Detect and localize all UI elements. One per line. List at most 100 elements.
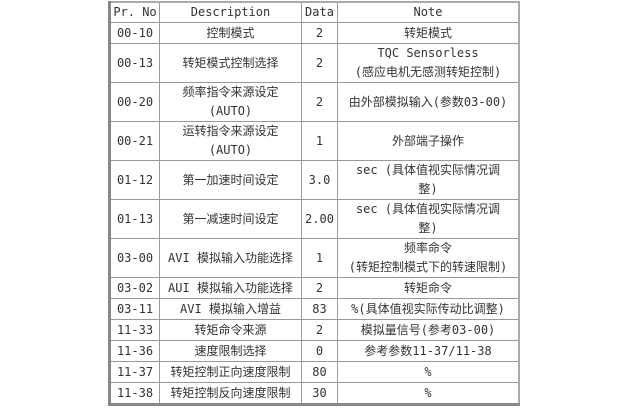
- table-row: 00-10 控制模式 2 转矩模式: [109, 22, 520, 44]
- cell-note-line: sec (具体值视实际情况调: [355, 202, 501, 216]
- cell-note-line: 整): [418, 182, 438, 196]
- cell-description: 转矩控制正向速度限制: [159, 361, 302, 383]
- cell-description: AUI 模拟输入功能选择: [159, 277, 302, 299]
- cell-note: %: [337, 382, 520, 405]
- table-row: 03-11 AVI 模拟输入增益 83 %(具体值视实际传动比调整): [109, 298, 520, 320]
- table-row: 01-13 第一减速时间设定 2.00 sec (具体值视实际情况调 整): [109, 199, 520, 239]
- cell-note-line: %(具体值视实际传动比调整): [351, 301, 505, 316]
- cell-note: sec (具体值视实际情况调 整): [337, 160, 520, 200]
- cell-note: 模拟量信号(参考03-00): [337, 319, 520, 341]
- cell-note: 由外部模拟输入(参数03-00): [337, 82, 520, 122]
- cell-pr-no: 00-10: [109, 22, 160, 44]
- cell-pr-no: 11-38: [109, 382, 160, 405]
- header-note: Note: [337, 1, 520, 23]
- parameter-table: Pr. No Description Data Note 00-10 控制模式 2 转…: [108, 1, 520, 406]
- cell-pr-no: 03-11: [109, 298, 160, 320]
- cell-note: 频率命令 (转矩控制模式下的转速限制): [337, 238, 520, 278]
- cell-note-line: 转矩模式: [403, 25, 452, 40]
- cell-description: 转矩控制反向速度限制: [159, 382, 302, 405]
- cell-note-line: 模拟量信号(参考03-00): [360, 322, 496, 337]
- cell-note-line: TQC Sensorless: [377, 46, 479, 60]
- cell-note: 外部端子操作: [337, 121, 520, 161]
- header-row: Pr. No Description Data Note: [109, 1, 520, 23]
- cell-description-line: 转矩模式控制选择: [182, 55, 279, 70]
- table-row: 03-02 AUI 模拟输入功能选择 2 转矩命令: [109, 277, 520, 299]
- cell-pr-no: 00-21: [109, 121, 160, 161]
- table-row: 01-12 第一加速时间设定 3.0 sec (具体值视实际情况调 整): [109, 160, 520, 200]
- cell-data: 30: [301, 382, 338, 405]
- cell-description-line: 转矩控制反向速度限制: [170, 385, 291, 400]
- cell-description: 控制模式: [159, 22, 302, 44]
- cell-data: 2: [301, 22, 338, 44]
- cell-pr-no: 00-20: [109, 82, 160, 122]
- table-row: 00-20 频率指令来源设定 (AUTO) 2 由外部模拟输入(参数03-00): [109, 82, 520, 122]
- cell-description: 第一加速时间设定: [159, 160, 302, 200]
- cell-pr-no: 11-36: [109, 340, 160, 362]
- cell-description-line: 运转指令来源设定: [182, 124, 279, 138]
- header-description: Description: [159, 1, 302, 23]
- cell-pr-no: 11-33: [109, 319, 160, 341]
- cell-pr-no: 01-12: [109, 160, 160, 200]
- cell-description-line: 速度限制选择: [194, 343, 267, 358]
- cell-note: %(具体值视实际传动比调整): [337, 298, 520, 320]
- cell-pr-no: 03-00: [109, 238, 160, 278]
- cell-description-line: AUI 模拟输入功能选择: [168, 280, 293, 295]
- cell-description: 速度限制选择: [159, 340, 302, 362]
- cell-note-line: 外部端子操作: [391, 133, 464, 148]
- cell-description: 运转指令来源设定 (AUTO): [159, 121, 302, 161]
- cell-description: AVI 模拟输入增益: [159, 298, 302, 320]
- cell-pr-no: 03-02: [109, 277, 160, 299]
- table-row: 11-37 转矩控制正向速度限制 80%: [109, 361, 520, 383]
- cell-note-line: 整): [418, 221, 438, 235]
- cell-data: 2: [301, 43, 338, 83]
- cell-data: 2: [301, 319, 338, 341]
- cell-note-line: (感应电机无感测转矩控制): [354, 65, 502, 79]
- cell-description: 频率指令来源设定 (AUTO): [159, 82, 302, 122]
- cell-description-line: AVI 模拟输入功能选择: [168, 250, 293, 265]
- cell-note-line: %: [424, 385, 432, 400]
- cell-description-line: 第一减速时间设定: [182, 211, 279, 226]
- cell-data: 3.0: [301, 160, 338, 200]
- table-row: 00-21 运转指令来源设定 (AUTO) 1 外部端子操作: [109, 121, 520, 161]
- cell-note: 参考参数11-37/11-38: [337, 340, 520, 362]
- cell-pr-no: 00-13: [109, 43, 160, 83]
- cell-data: 1: [301, 121, 338, 161]
- header-pr-no: Pr. No: [109, 1, 160, 23]
- cell-data: 1: [301, 238, 338, 278]
- cell-description-line: (AUTO): [208, 104, 253, 118]
- cell-pr-no: 11-37: [109, 361, 160, 383]
- cell-data: 2: [301, 277, 338, 299]
- header-data: Data: [301, 1, 338, 23]
- cell-pr-no: 01-13: [109, 199, 160, 239]
- table-row: 03-00 AVI 模拟输入功能选择 1 频率命令 (转矩控制模式下的转速限制): [109, 238, 520, 278]
- cell-note: 转矩模式: [337, 22, 520, 44]
- cell-data: 83: [301, 298, 338, 320]
- table-row: 11-33 转矩命令来源 2 模拟量信号(参考03-00): [109, 319, 520, 341]
- cell-description-line: 转矩控制正向速度限制: [170, 364, 291, 379]
- cell-description-line: 频率指令来源设定: [182, 85, 279, 99]
- cell-description: AVI 模拟输入功能选择: [159, 238, 302, 278]
- cell-data: 2: [301, 82, 338, 122]
- cell-description-line: AVI 模拟输入增益: [180, 301, 281, 316]
- cell-description: 转矩命令来源: [159, 319, 302, 341]
- cell-note-line: %: [424, 364, 432, 379]
- cell-note-line: 转矩命令: [403, 280, 452, 295]
- cell-note: TQC Sensorless (感应电机无感测转矩控制): [337, 43, 520, 83]
- table-row: 11-38 转矩控制反向速度限制 30%: [109, 382, 520, 405]
- cell-note: %: [337, 361, 520, 383]
- cell-description-line: 第一加速时间设定: [182, 172, 279, 187]
- cell-data: 0: [301, 340, 338, 362]
- cell-description: 转矩模式控制选择: [159, 43, 302, 83]
- cell-note: sec (具体值视实际情况调 整): [337, 199, 520, 239]
- cell-note: 转矩命令: [337, 277, 520, 299]
- table-row: 11-36 速度限制选择 0 参考参数11-37/11-38: [109, 340, 520, 362]
- table-row: 00-13 转矩模式控制选择 2 TQC Sensorless (感应电机无感测转矩控制…: [109, 43, 520, 83]
- cell-note-line: 由外部模拟输入(参数03-00): [348, 94, 508, 109]
- cell-note-line: sec (具体值视实际情况调: [355, 163, 501, 177]
- cell-description-line: 控制模式: [206, 25, 255, 40]
- cell-note-line: (转矩控制模式下的转速限制): [348, 260, 508, 274]
- cell-description: 第一减速时间设定: [159, 199, 302, 239]
- cell-data: 2.00: [301, 199, 338, 239]
- cell-description-line: 转矩命令来源: [194, 322, 267, 337]
- cell-data: 80: [301, 361, 338, 383]
